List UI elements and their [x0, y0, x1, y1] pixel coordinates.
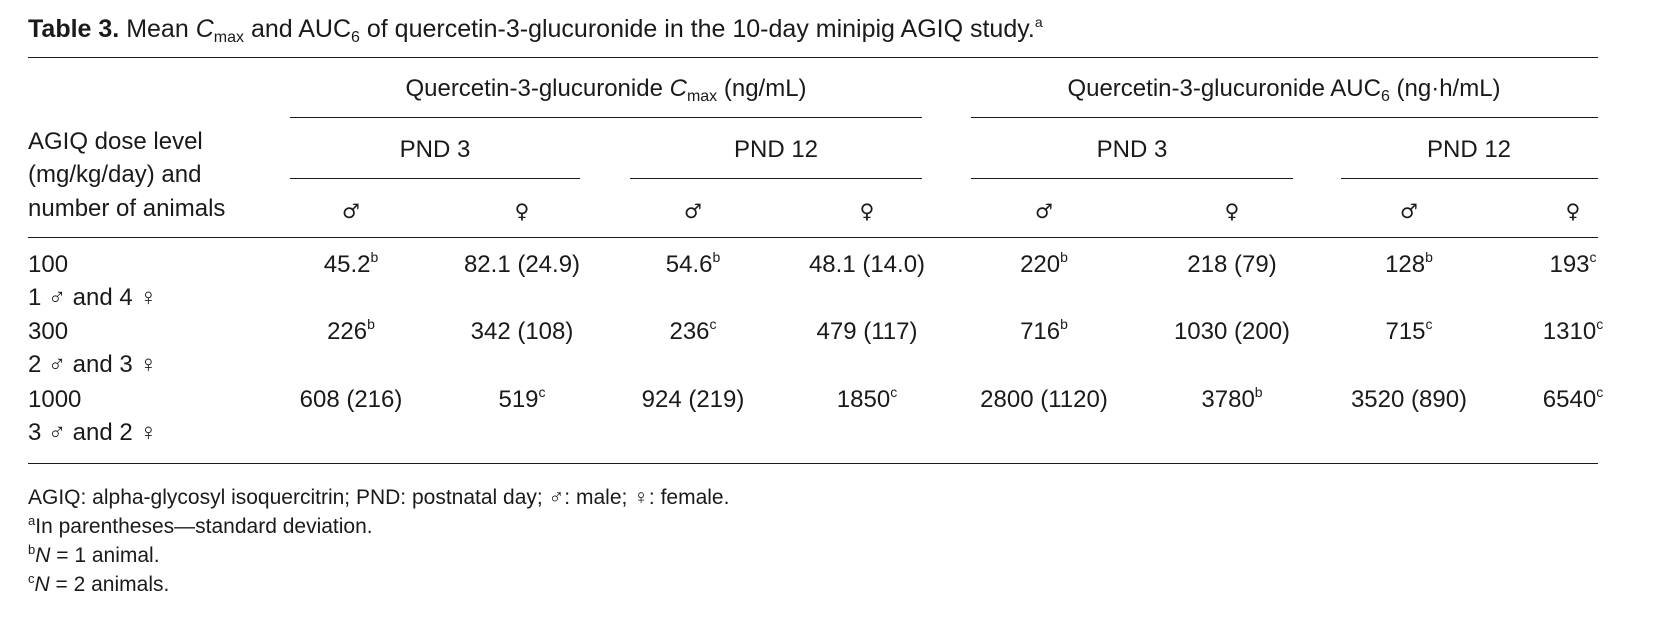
table-cell: 48.1 (14.0): [808, 251, 926, 278]
stub-header-line-1: AGIQ dose level: [28, 128, 203, 155]
table-cell: 716b: [1020, 316, 1068, 345]
cmax-pnd12-header: PND 12: [733, 136, 819, 163]
table-cell: 226b: [327, 316, 375, 345]
auc-pnd12-header: PND 12: [1426, 136, 1512, 163]
caption-cmax-sub: max: [213, 29, 244, 46]
bottom-rule: [28, 463, 1598, 464]
footnote-c: cN = 2 animals.: [28, 571, 170, 596]
footnote-b: bN = 1 animal.: [28, 542, 160, 567]
table-cell: 236c: [669, 316, 717, 345]
table-cell: 6540c: [1542, 384, 1604, 413]
male-header: ♂: [342, 199, 360, 223]
table-cell: 608 (216): [299, 386, 403, 413]
row-dose: 300: [28, 318, 69, 345]
caption-auc-sub: 6: [351, 29, 360, 46]
footnote-abbreviations: AGIQ: alpha-glycosyl isoquercitrin; PND:…: [28, 486, 730, 509]
table-cell: 924 (219): [641, 386, 745, 413]
auc-group-header: Quercetin-3-glucuronide AUC6 (ng·h/mL): [1067, 75, 1501, 105]
cmax-group-rule: [290, 117, 922, 118]
caption-and: and AUC: [250, 15, 352, 43]
cmax-pnd12-rule: [630, 178, 922, 179]
top-rule: [28, 57, 1598, 58]
footnote-a: aIn parentheses—standard deviation.: [28, 513, 373, 538]
table-cell: 3780b: [1201, 384, 1263, 413]
table-cell: 1310c: [1542, 316, 1604, 345]
row-dose: 100: [28, 251, 69, 278]
caption-text-pre: Mean: [126, 15, 189, 43]
stub-header-line-3: number of animals: [28, 195, 226, 222]
table-footnotes: AGIQ: alpha-glycosyl isoquercitrin; PND:…: [28, 483, 729, 599]
cmax-pnd3-rule: [290, 178, 580, 179]
table-cell: 45.2b: [323, 249, 379, 278]
table-cell: 3520 (890): [1350, 386, 1468, 413]
caption-marker: a: [1034, 14, 1043, 30]
row-animals: 1 ♂ and 4 ♀: [28, 284, 158, 311]
caption-cmax-c: C: [195, 15, 214, 43]
male-header: ♂: [684, 199, 702, 223]
table-cell: 519c: [498, 384, 546, 413]
table-label: Table 3.: [28, 15, 120, 43]
female-header: ♀: [1565, 199, 1581, 223]
cmax-pnd3-header: PND 3: [399, 136, 471, 163]
table-cell: 715c: [1385, 316, 1433, 345]
table-cell: 2800 (1120): [980, 386, 1108, 413]
table-cell: 220b: [1020, 249, 1068, 278]
auc-pnd3-header: PND 3: [1096, 136, 1168, 163]
row-animals: 3 ♂ and 2 ♀: [28, 419, 158, 446]
table-cell: 82.1 (24.9): [463, 251, 581, 278]
table-cell: 128b: [1385, 249, 1433, 278]
row-dose: 1000: [28, 386, 82, 413]
table-cell: 1850c: [836, 384, 898, 413]
table-cell: 479 (117): [816, 318, 918, 345]
female-header: ♀: [514, 199, 530, 223]
table-cell: 193c: [1549, 249, 1597, 278]
auc-pnd3-rule: [971, 178, 1293, 179]
row-animals: 2 ♂ and 3 ♀: [28, 351, 158, 378]
cmax-group-header: Quercetin-3-glucuronide Cmax (ng/mL): [405, 75, 807, 105]
caption-text-post: of quercetin-3-glucuronide in the 10-day…: [366, 15, 1035, 43]
table-cell: 1030 (200): [1173, 318, 1291, 345]
header-bottom-rule: [28, 237, 1598, 238]
table-cell: 218 (79): [1187, 251, 1277, 278]
male-header: ♂: [1400, 199, 1418, 223]
female-header: ♀: [1224, 199, 1240, 223]
auc-group-rule: [971, 117, 1598, 118]
table-cell: 54.6b: [665, 249, 721, 278]
male-header: ♂: [1035, 199, 1053, 223]
female-header: ♀: [859, 199, 875, 223]
table-page: Table 3. Mean Cmax and AUC6 of quercetin…: [28, 0, 1603, 644]
auc-pnd12-rule: [1341, 178, 1598, 179]
table-caption: Table 3. Mean Cmax and AUC6 of quercetin…: [28, 14, 1043, 46]
table-cell: 342 (108): [470, 318, 574, 345]
stub-header-line-2: (mg/kg/day) and: [28, 161, 202, 188]
